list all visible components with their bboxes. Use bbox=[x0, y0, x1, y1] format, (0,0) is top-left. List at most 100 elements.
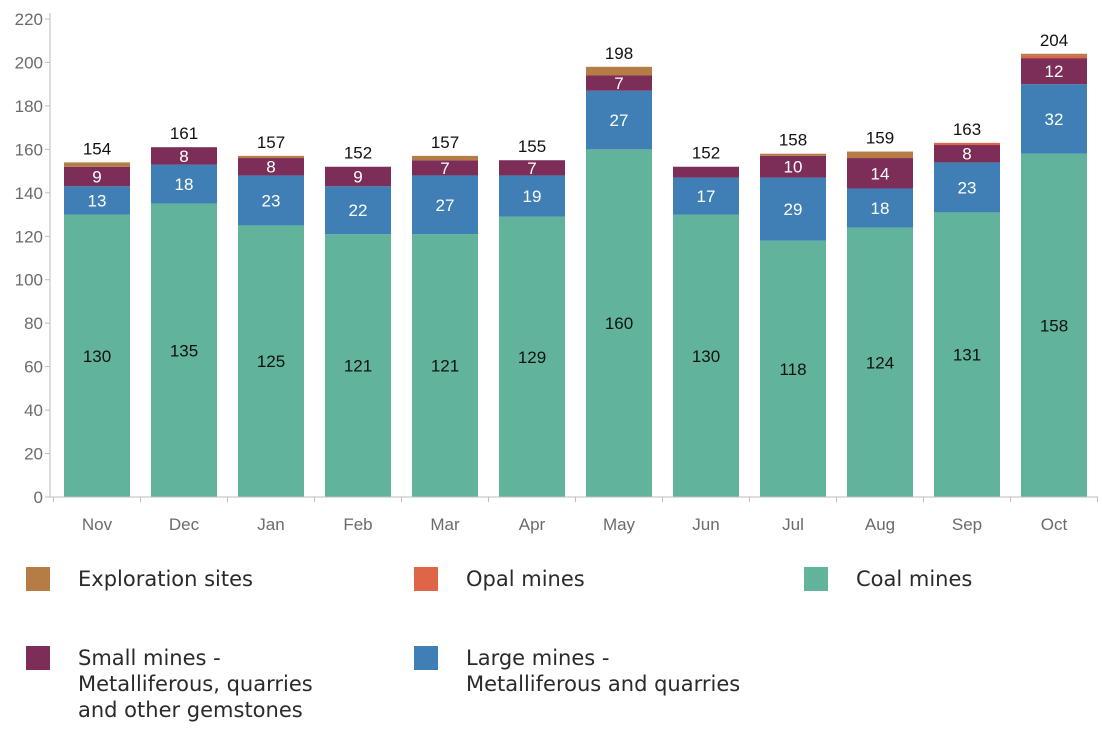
total-label: 159 bbox=[866, 129, 894, 148]
total-label: 154 bbox=[83, 139, 111, 158]
data-label: 9 bbox=[353, 168, 362, 187]
bar-segment bbox=[151, 164, 217, 204]
bar-segment bbox=[238, 155, 304, 159]
data-label: 22 bbox=[349, 201, 368, 220]
bar-segment bbox=[412, 175, 478, 235]
y-tick-label: 0 bbox=[34, 488, 43, 507]
y-tick-label: 100 bbox=[15, 271, 43, 290]
data-label: 130 bbox=[83, 347, 111, 366]
data-label: 8 bbox=[266, 158, 275, 177]
data-label: 125 bbox=[257, 352, 285, 371]
y-tick-label: 220 bbox=[15, 10, 43, 29]
bar-segment bbox=[151, 147, 217, 165]
bar-segment bbox=[673, 166, 739, 178]
bar-segment bbox=[673, 177, 739, 215]
bar-segment bbox=[847, 151, 913, 159]
bar-segment bbox=[1021, 58, 1087, 85]
bar-segment bbox=[586, 75, 652, 91]
bar-segment bbox=[412, 234, 478, 497]
data-label: 10 bbox=[784, 158, 803, 177]
data-label: 131 bbox=[953, 346, 981, 365]
data-label: 23 bbox=[262, 191, 281, 210]
data-label: 7 bbox=[440, 159, 449, 178]
y-axis: 0 20 40 60 80 100 120 140 160 180 200 220 bbox=[15, 10, 51, 507]
x-tick-label: Jul bbox=[782, 515, 804, 534]
data-label: 19 bbox=[523, 187, 542, 206]
bar-segment bbox=[760, 155, 826, 178]
x-tick-label: Nov bbox=[82, 515, 113, 534]
bar-segment bbox=[1021, 55, 1087, 59]
total-label: 157 bbox=[431, 133, 459, 152]
data-label: 17 bbox=[697, 187, 716, 206]
bar-segment bbox=[847, 158, 913, 189]
bar-segment bbox=[412, 155, 478, 161]
total-label: 157 bbox=[257, 133, 285, 152]
total-label: 155 bbox=[518, 137, 546, 156]
data-label: 160 bbox=[605, 314, 633, 333]
total-label: 158 bbox=[779, 131, 807, 150]
bar-segment bbox=[64, 214, 130, 497]
bar-segment bbox=[1021, 53, 1087, 56]
bar-segment bbox=[412, 160, 478, 176]
data-label: 14 bbox=[871, 164, 890, 183]
bar-segment bbox=[499, 216, 565, 497]
data-label: 7 bbox=[527, 159, 536, 178]
y-tick-label: 80 bbox=[24, 314, 43, 333]
y-tick-label: 200 bbox=[15, 53, 43, 72]
data-label: 124 bbox=[866, 353, 894, 372]
data-label: 29 bbox=[784, 200, 803, 219]
x-tick-label: Dec bbox=[169, 515, 200, 534]
bar-segment bbox=[238, 158, 304, 176]
data-label: 130 bbox=[692, 347, 720, 366]
bar-segment bbox=[934, 142, 1000, 146]
data-label: 121 bbox=[431, 357, 459, 376]
x-tick-label: Sep bbox=[952, 515, 982, 534]
data-label: 8 bbox=[962, 145, 971, 164]
bar-segment bbox=[760, 153, 826, 156]
total-label: 204 bbox=[1040, 31, 1068, 50]
data-label: 13 bbox=[88, 191, 107, 210]
data-label: 12 bbox=[1045, 62, 1064, 81]
data-label: 121 bbox=[344, 357, 372, 376]
bar-segment bbox=[325, 186, 391, 235]
bar-segment bbox=[64, 162, 130, 167]
x-tick-label: May bbox=[603, 515, 636, 534]
bar-segment bbox=[934, 212, 1000, 497]
y-tick-label: 140 bbox=[15, 184, 43, 203]
data-label: 18 bbox=[871, 199, 890, 218]
bar-segment bbox=[64, 186, 130, 215]
bar-segment bbox=[1021, 153, 1087, 497]
data-label: 23 bbox=[958, 178, 977, 197]
bar-segment bbox=[847, 188, 913, 228]
y-tick-label: 40 bbox=[24, 401, 43, 420]
bar-segment bbox=[760, 177, 826, 241]
data-label: 18 bbox=[175, 175, 194, 194]
y-tick-label: 60 bbox=[24, 358, 43, 377]
total-label: 163 bbox=[953, 120, 981, 139]
bar-segment bbox=[847, 227, 913, 497]
bar-segment bbox=[1021, 84, 1087, 154]
bar-segment bbox=[238, 175, 304, 226]
x-tick-label: Jan bbox=[257, 515, 284, 534]
x-tick-label: Oct bbox=[1041, 515, 1068, 534]
total-label: 152 bbox=[692, 144, 720, 163]
y-tick-label: 120 bbox=[15, 227, 43, 246]
y-tick-label: 20 bbox=[24, 445, 43, 464]
bar-segment bbox=[586, 90, 652, 150]
total-label: 198 bbox=[605, 44, 633, 63]
data-label: 158 bbox=[1040, 316, 1068, 335]
bar-segment bbox=[586, 149, 652, 497]
x-tick-label: Jun bbox=[692, 515, 719, 534]
bar-segment bbox=[499, 160, 565, 176]
data-label: 27 bbox=[610, 111, 629, 130]
data-label: 118 bbox=[779, 360, 806, 379]
data-label: 8 bbox=[179, 147, 188, 166]
x-tick-label: Aug bbox=[865, 515, 895, 534]
bar-segment bbox=[673, 214, 739, 497]
data-label: 129 bbox=[518, 348, 546, 367]
bar-segment bbox=[151, 203, 217, 497]
bar-segment bbox=[499, 175, 565, 217]
bar-segment bbox=[934, 145, 1000, 163]
x-tick-label: Apr bbox=[519, 515, 546, 534]
